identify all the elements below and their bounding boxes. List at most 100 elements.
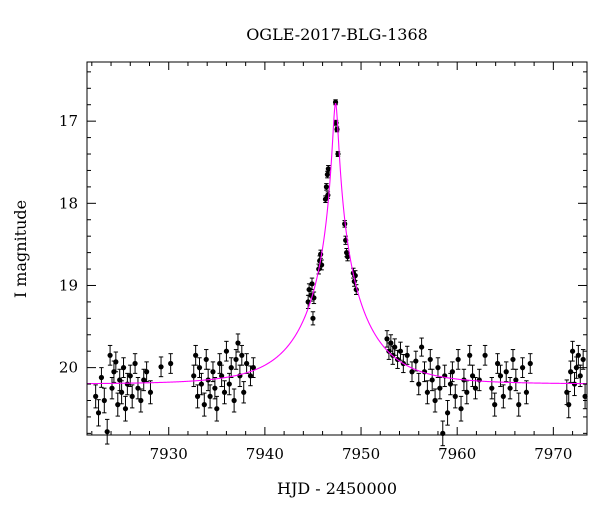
- x-tick-label: 7960: [438, 445, 476, 463]
- data-marker: [210, 369, 216, 375]
- data-point: [527, 353, 533, 374]
- data-point: [158, 356, 164, 378]
- data-marker: [503, 369, 509, 375]
- data-marker: [419, 344, 425, 350]
- data-marker: [577, 373, 583, 379]
- data-marker: [404, 352, 410, 358]
- data-marker: [144, 369, 150, 375]
- data-marker: [571, 381, 578, 387]
- data-marker: [492, 402, 498, 408]
- data-point: [568, 360, 574, 383]
- data-point: [384, 330, 390, 348]
- data-marker: [467, 352, 473, 358]
- data-marker: [432, 397, 438, 404]
- data-marker: [109, 385, 115, 391]
- data-marker: [458, 406, 464, 412]
- data-point: [388, 334, 394, 352]
- data-point: [129, 384, 135, 409]
- data-point: [482, 344, 488, 366]
- data-marker: [147, 389, 154, 395]
- model-curve: [87, 102, 587, 385]
- x-axis-label: HJD - 2450000: [277, 479, 397, 498]
- data-marker: [226, 381, 232, 387]
- data-marker: [191, 373, 197, 379]
- data-point: [444, 399, 451, 426]
- data-marker: [120, 365, 127, 371]
- data-point: [569, 340, 576, 362]
- data-marker: [203, 356, 209, 363]
- data-marker: [482, 352, 488, 358]
- data-point: [147, 380, 154, 405]
- data-point: [397, 341, 404, 361]
- data-marker: [138, 397, 144, 404]
- data-point: [510, 349, 516, 370]
- data-marker: [325, 166, 331, 172]
- data-point: [122, 395, 129, 422]
- data-point: [233, 349, 239, 370]
- data-marker: [472, 385, 479, 391]
- tick-marks: [87, 62, 587, 435]
- data-marker: [250, 365, 256, 371]
- data-point: [138, 388, 144, 413]
- x-tick-label: 7930: [150, 445, 188, 463]
- data-point: [566, 390, 572, 419]
- data-point: [573, 356, 580, 379]
- data-marker: [497, 373, 504, 379]
- data-marker: [129, 393, 135, 399]
- data-point: [435, 357, 441, 378]
- data-marker: [115, 402, 121, 408]
- data-marker: [519, 365, 526, 371]
- data-marker: [429, 377, 435, 383]
- data-marker: [384, 336, 390, 342]
- data-point: [228, 357, 234, 378]
- data-point: [334, 126, 340, 133]
- data-marker: [452, 393, 458, 399]
- data-point: [447, 372, 454, 396]
- data-point: [127, 364, 133, 388]
- data-point: [580, 349, 586, 370]
- data-point: [577, 364, 583, 388]
- data-marker: [168, 360, 174, 367]
- data-marker: [513, 377, 519, 383]
- data-marker: [135, 385, 141, 391]
- data-marker: [194, 393, 201, 399]
- data-marker: [464, 389, 470, 395]
- data-marker: [107, 352, 113, 358]
- data-marker: [344, 254, 351, 260]
- data-point: [113, 351, 119, 373]
- data-marker: [388, 340, 394, 346]
- data-marker: [324, 171, 330, 178]
- data-marker: [233, 356, 239, 363]
- plot-frame: [86, 61, 588, 436]
- data-marker: [510, 356, 516, 363]
- data-point: [469, 364, 476, 388]
- data-marker: [241, 389, 247, 395]
- data-marker: [507, 385, 513, 391]
- data-point: [104, 418, 110, 445]
- data-marker: [575, 352, 581, 358]
- data-marker: [580, 356, 586, 363]
- data-marker: [334, 126, 340, 132]
- data-marker: [223, 348, 230, 354]
- data-point: [101, 387, 107, 414]
- data-marker: [424, 389, 430, 395]
- data-point: [214, 395, 220, 422]
- y-axis-label: I magnitude: [11, 200, 30, 298]
- data-point: [95, 399, 102, 427]
- data-point: [489, 376, 495, 400]
- data-marker: [244, 360, 250, 367]
- data-marker: [447, 381, 454, 387]
- data-point: [432, 388, 438, 413]
- data-marker: [119, 389, 125, 395]
- data-marker: [93, 393, 99, 399]
- data-marker: [392, 344, 398, 350]
- data-point: [219, 364, 225, 388]
- data-point: [119, 380, 125, 405]
- data-marker: [113, 359, 119, 365]
- data-point: [416, 372, 422, 396]
- data-marker: [310, 315, 316, 321]
- data-point: [221, 380, 228, 405]
- data-marker: [95, 410, 102, 416]
- data-point: [115, 392, 121, 417]
